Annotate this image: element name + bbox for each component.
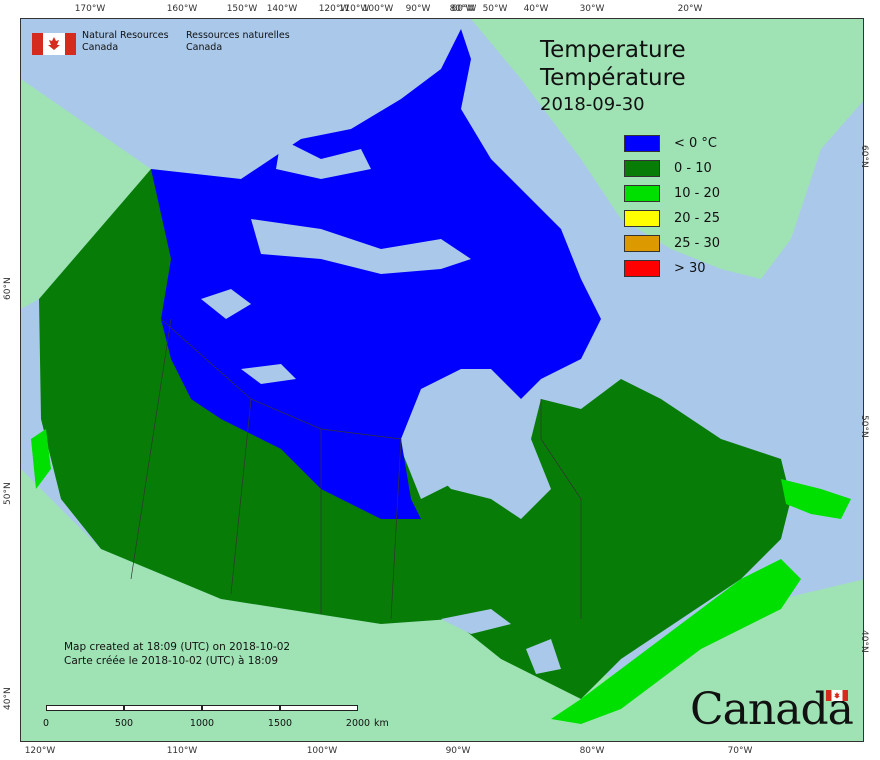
tick-right: 50°N xyxy=(859,415,869,438)
tick-top: 100°W xyxy=(362,4,394,14)
tick-right: 60°N xyxy=(859,145,869,168)
tick-top: 160°W xyxy=(166,4,198,14)
map-title-block: Temperature Température 2018-09-30 xyxy=(540,36,686,118)
scale-label: 1500 xyxy=(267,718,293,729)
agency-name-fr-line2: Canada xyxy=(186,42,223,53)
map-credit: Map created at 18:09 (UTC) on 2018-10-02… xyxy=(64,640,290,668)
zone-10-20-east xyxy=(551,559,801,724)
tick-top: 140°W xyxy=(266,4,298,14)
legend-label: < 0 °C xyxy=(674,136,718,151)
tick-top: 170°W xyxy=(74,4,106,14)
scale-label: 500 xyxy=(114,718,134,729)
legend-swatch xyxy=(624,210,660,227)
zone-0-10 xyxy=(39,169,791,699)
scale-segment xyxy=(124,705,202,711)
map-title-fr: Température xyxy=(540,65,686,91)
tick-bottom: 110°W xyxy=(166,746,198,756)
scale-unit: km xyxy=(374,718,389,729)
map-date: 2018-09-30 xyxy=(540,94,645,115)
great-slave-lake xyxy=(241,364,296,384)
agency-name-en: Natural Resources Canada xyxy=(82,30,202,54)
legend-label: > 30 xyxy=(674,261,706,276)
zone-below-zero xyxy=(151,29,601,519)
agency-name-en-line2: Canada xyxy=(82,42,119,53)
tick-bottom: 80°W xyxy=(579,746,605,756)
tick-bottom: 70°W xyxy=(727,746,753,756)
scale-segment xyxy=(280,705,358,711)
credit-en: Map created at 18:09 (UTC) on 2018-10-02 xyxy=(64,641,291,653)
arctic-channel-2 xyxy=(276,139,371,179)
lake-huron xyxy=(526,639,561,674)
tick-left: 50°N xyxy=(3,482,13,505)
zone-10-20-west xyxy=(31,429,51,489)
scale-segment xyxy=(202,705,280,711)
tick-left: 60°N xyxy=(3,277,13,300)
province-borders xyxy=(130,318,582,620)
tick-right: 40°N xyxy=(859,630,869,653)
temperature-map xyxy=(21,19,863,741)
scale-segment xyxy=(46,705,124,711)
tick-top: 90°W xyxy=(405,4,431,14)
agency-name-fr: Ressources naturelles Canada xyxy=(186,30,326,54)
agency-name-en-line1: Natural Resources xyxy=(82,30,169,41)
scale-label: 2000 xyxy=(345,718,371,729)
tick-top: 80°W xyxy=(449,4,475,14)
tick-top: 20°W xyxy=(677,4,703,14)
tick-top: 120°W xyxy=(318,4,350,14)
tick-bottom: 100°W xyxy=(306,746,338,756)
legend-label: 25 - 30 xyxy=(674,236,721,251)
lake-superior xyxy=(441,609,511,634)
legend-label: 0 - 10 xyxy=(674,161,712,176)
tick-top: 30°W xyxy=(579,4,605,14)
hudson-bay xyxy=(401,369,551,519)
scale-label: 1000 xyxy=(189,718,215,729)
legend-swatch xyxy=(624,135,660,152)
arctic-channel xyxy=(251,219,471,274)
tick-bottom: 90°W xyxy=(445,746,471,756)
tick-left: 40°N xyxy=(3,687,13,710)
legend-label: 10 - 20 xyxy=(674,186,721,201)
agency-name-fr-line1: Ressources naturelles xyxy=(186,30,290,41)
map-title-en: Temperature xyxy=(540,37,686,63)
zone-10-20-maritimes xyxy=(781,479,851,519)
legend-swatch xyxy=(624,235,660,252)
legend-swatch xyxy=(624,160,660,177)
tick-top: 110°W xyxy=(338,4,370,14)
tick-top: 40°W xyxy=(523,4,549,14)
tick-bottom: 120°W xyxy=(24,746,56,756)
wordmark-flag-icon xyxy=(826,690,848,701)
tick-top: 60°W xyxy=(451,4,477,14)
tick-top: 150°W xyxy=(226,4,258,14)
great-bear-lake xyxy=(201,289,251,319)
canada-flag-icon xyxy=(32,33,76,55)
credit-fr: Carte créée le 2018-10-02 (UTC) à 18:09 xyxy=(64,655,279,667)
map-frame xyxy=(20,18,864,742)
tick-top: 50°W xyxy=(482,4,508,14)
legend-label: 20 - 25 xyxy=(674,211,721,226)
alaska-land xyxy=(21,79,151,309)
scale-label: 0 xyxy=(42,718,50,729)
legend-swatch xyxy=(624,260,660,277)
legend-swatch xyxy=(624,185,660,202)
greenland-land xyxy=(471,19,863,279)
